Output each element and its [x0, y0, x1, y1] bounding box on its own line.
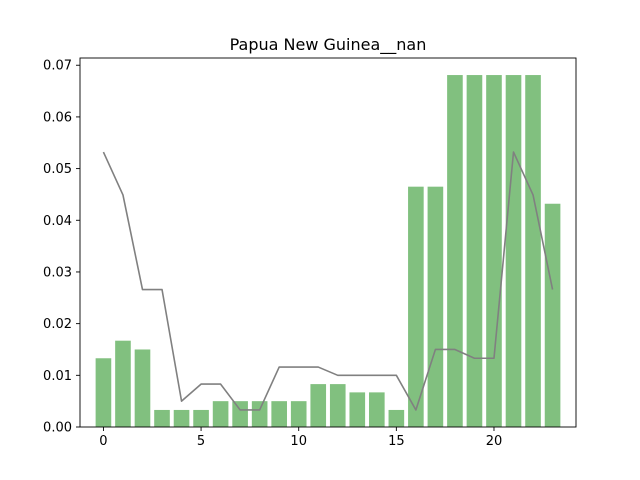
bar-13 [349, 392, 366, 427]
axes-group: 0 5 10 15 20 0.00 0.01 0.02 0.03 0.04 0.05 0.06 0.07 [43, 57, 577, 449]
y-tick-label-0.02: 0.02 [43, 317, 72, 332]
bar-17 [427, 186, 444, 427]
x-tick-label-0: 0 [99, 434, 107, 449]
bar-4 [173, 409, 190, 427]
bar-2 [134, 349, 151, 427]
x-tick-label-20: 20 [486, 434, 503, 449]
y-tick-label-0.01: 0.01 [43, 369, 72, 384]
bar-3 [154, 409, 170, 427]
bar-21 [505, 75, 522, 428]
bar-20 [486, 75, 502, 428]
bar-19 [466, 75, 483, 428]
bar-10 [290, 401, 307, 427]
bars-group [95, 75, 561, 428]
bar-12 [329, 384, 346, 427]
y-tick-label-0.05: 0.05 [43, 162, 72, 177]
bar-15 [388, 409, 405, 427]
y-tick-label-0.07: 0.07 [43, 59, 72, 74]
chart-title: Papua New Guinea__nan [230, 35, 427, 55]
y-tick-label-0.03: 0.03 [43, 265, 72, 280]
y-tick-label-0.04: 0.04 [43, 214, 72, 229]
y-tick-label-0: 0.00 [43, 421, 72, 436]
bar-22 [525, 75, 541, 428]
bar-11 [310, 384, 327, 427]
bar-18 [447, 75, 463, 428]
bar-7 [232, 401, 248, 427]
x-tick-label-5: 5 [197, 434, 205, 449]
series-line [102, 151, 554, 411]
bar-5 [193, 409, 209, 427]
bar-23 [544, 203, 561, 427]
plot-frame [79, 57, 577, 428]
x-tick-label-10: 10 [290, 434, 307, 449]
x-tick-label-15: 15 [388, 434, 405, 449]
bar-9 [271, 401, 287, 427]
bar-16 [408, 186, 424, 427]
bar-1 [115, 340, 131, 427]
bar-14 [369, 392, 385, 427]
y-tick-label-0.06: 0.06 [43, 110, 72, 125]
bar-6 [212, 401, 229, 427]
bar-0 [95, 358, 112, 427]
bar-8 [251, 401, 268, 427]
line-layer [102, 151, 554, 411]
